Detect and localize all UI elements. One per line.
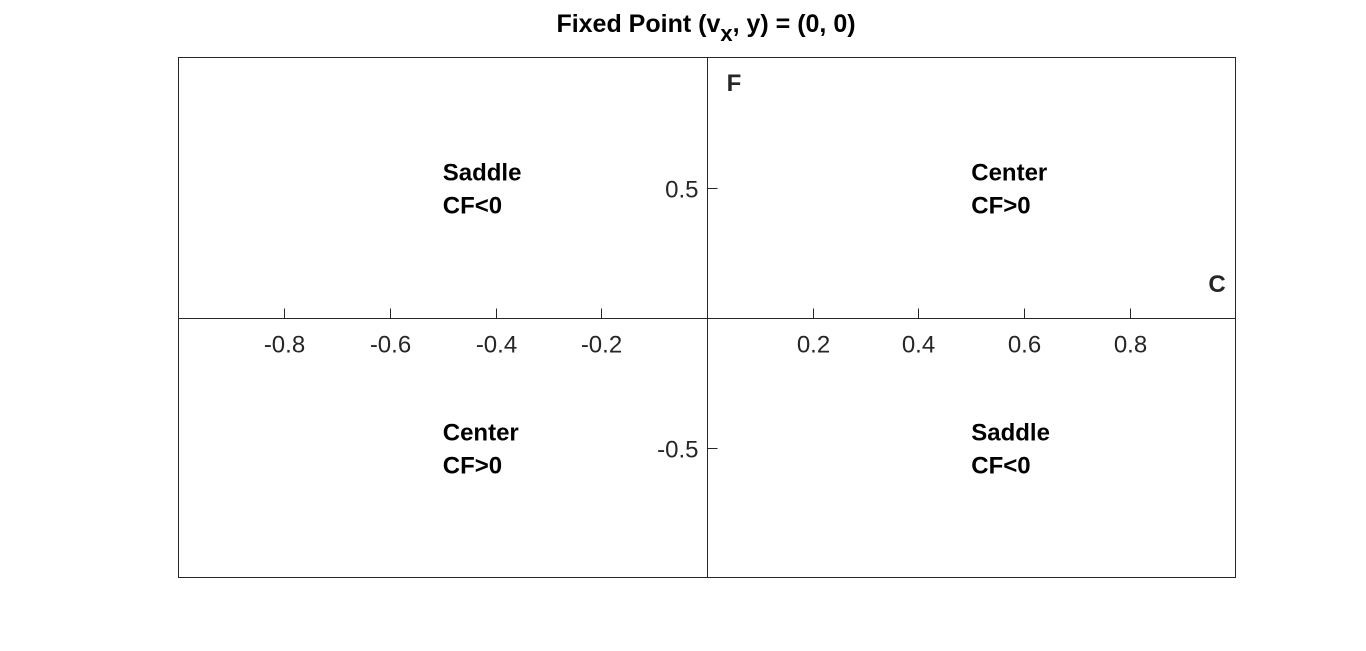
region-annotation: Saddle CF<0 <box>971 420 1050 480</box>
x-tick-label: -0.8 <box>264 332 305 359</box>
chart-title-prefix: Fixed Point (v <box>556 10 720 38</box>
region-annotation-line: CF>0 <box>971 193 1030 220</box>
region-annotation-line: Saddle <box>443 160 522 187</box>
y-tick-label: -0.5 <box>657 437 698 464</box>
y-axis-label: F <box>727 70 742 97</box>
region-annotation-line: Center <box>971 160 1047 187</box>
chart-title-subscript: x <box>720 21 733 46</box>
axes-layer: -0.8 -0.6 -0.4 -0.2 0.2 0.4 0.6 0.8 -0.5 0.5 <box>178 57 1236 578</box>
x-tick-label: -0.4 <box>476 332 517 359</box>
region-annotation-line: CF<0 <box>443 193 502 220</box>
x-tick-label: -0.6 <box>370 332 411 359</box>
y-tick-label: 0.5 <box>665 177 698 204</box>
region-annotation-line: CF>0 <box>443 453 502 480</box>
region-annotation: Saddle CF<0 <box>443 160 522 220</box>
x-tick-label: 0.8 <box>1114 332 1147 359</box>
region-annotation: Center CF>0 <box>971 160 1047 220</box>
region-annotation-line: CF<0 <box>971 453 1030 480</box>
x-tick-label: 0.6 <box>1008 332 1041 359</box>
x-tick-label: -0.2 <box>581 332 622 359</box>
region-annotation-line: Saddle <box>971 420 1050 447</box>
region-annotation-line: Center <box>443 420 519 447</box>
x-tick-label: 0.4 <box>902 332 935 359</box>
region-annotation: Center CF>0 <box>443 420 519 480</box>
annotations-layer: Saddle CF<0 Center CF>0 Center CF>0 Saddle CF<0 <box>443 160 1050 480</box>
x-tick-label: 0.2 <box>797 332 830 359</box>
chart-title-suffix: , y) = (0, 0) <box>733 10 856 38</box>
chart-title: Fixed Point (vx, y) = (0, 0) <box>556 10 855 46</box>
x-axis-label: C <box>1208 271 1225 298</box>
